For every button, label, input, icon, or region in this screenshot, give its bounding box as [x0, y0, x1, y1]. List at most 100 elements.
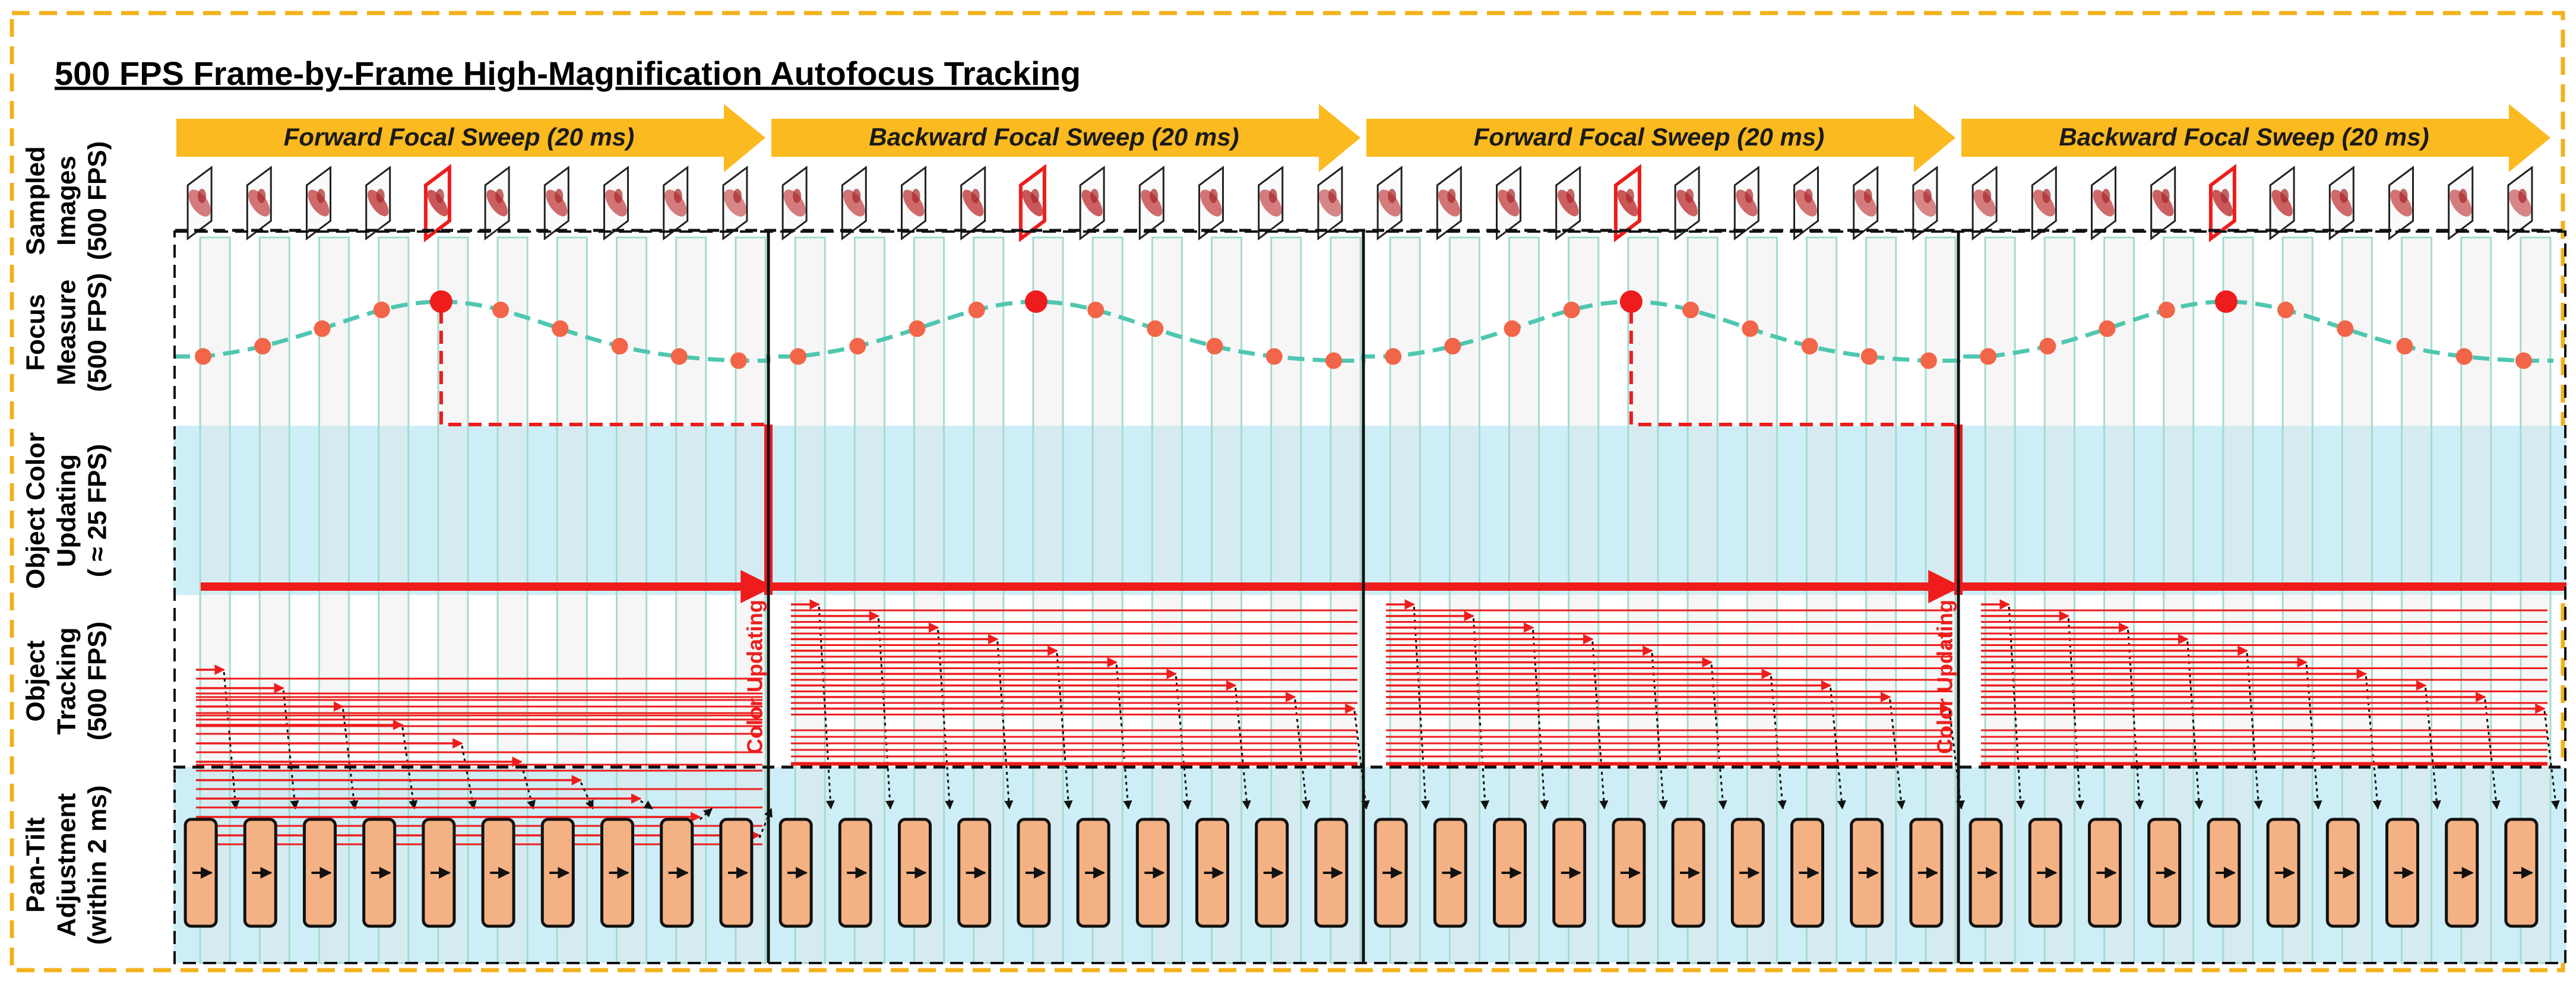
row-label-line: Adjustment [52, 793, 81, 937]
sampled-image [1436, 166, 1462, 240]
sampled-image [841, 166, 867, 240]
specimen-mark [427, 189, 448, 217]
sampled-image [1376, 166, 1403, 240]
row-label-focus: Focus Measure (500 FPS) [21, 273, 112, 392]
sampled-image [2150, 166, 2176, 240]
focus-point [552, 320, 569, 337]
focus-point [2099, 320, 2116, 337]
pan-tilt-box [243, 818, 277, 928]
specimen-mark [903, 189, 925, 217]
specimen-mark [2212, 189, 2233, 217]
row-label-color: Object Color Updating( ≈ 25 FPS) [21, 432, 112, 589]
focus-point [611, 338, 628, 355]
pan-tilt-box [898, 818, 932, 928]
row-label-line: Object [21, 640, 50, 721]
pan-tilt-box [362, 818, 397, 928]
tracking-to-pantilt [2186, 641, 2204, 810]
row-label-line: Tracking [52, 628, 81, 735]
pan-tilt-box [1612, 818, 1646, 928]
row-label-line: (500 FPS) [83, 273, 112, 392]
specimen-mark [188, 189, 211, 217]
specimen-mark [1378, 189, 1401, 217]
focus-point [492, 302, 509, 319]
focus-point [1444, 338, 1461, 355]
tracking-to-pantilt [580, 782, 594, 810]
specimen-mark [962, 189, 984, 217]
sampled-image [1317, 166, 1343, 240]
pan-tilt-box [1135, 818, 1170, 928]
sampled-image [306, 166, 331, 240]
specimen-mark [2093, 189, 2115, 217]
sampled-image-peak [1613, 164, 1641, 242]
focus-point [2158, 302, 2175, 319]
pan-tilt-box [957, 818, 992, 928]
specimen-mark [1617, 189, 1638, 217]
specimen-mark [1676, 189, 1698, 217]
pan-tilt-box [1730, 818, 1765, 928]
sweep-label: Forward Focal Sweep (20 ms) [1474, 123, 1825, 151]
pan-tilt-box [1671, 818, 1705, 928]
row-label-line: (500 FPS) [83, 622, 112, 741]
sweep-arrow-1: Forward Focal Sweep (20 ms) [176, 104, 765, 172]
row-labels: Sampled Images (500 FPS) Focus Measure (500 F… [21, 141, 112, 945]
pan-tilt-box [600, 818, 634, 928]
sampled-image [2269, 166, 2295, 240]
focus-point-peak [1024, 290, 1048, 313]
color-updating-label: Color Updating [1933, 600, 1957, 754]
pan-tilt-box [1374, 818, 1408, 928]
row-label-line: Images [52, 156, 81, 246]
specimen-mark [2271, 189, 2293, 217]
row-label-pantilt: Pan-Tilt Adjustment (within 2 ms) [21, 786, 112, 945]
sampled-image [901, 166, 926, 240]
specimen-mark [1022, 189, 1043, 217]
focus-point [670, 348, 688, 365]
sampled-image [2328, 166, 2355, 240]
pan-tilt-boxes [173, 765, 2566, 928]
specimen-mark [1973, 189, 1996, 217]
focus-point [1206, 338, 1223, 355]
diagram-title: 500 FPS Frame-by-Frame High-Magnificatio… [55, 55, 1081, 92]
focus-point [2039, 338, 2056, 355]
specimen-mark [783, 189, 806, 217]
pan-tilt-box [2266, 818, 2300, 928]
object-tracking-lines [196, 599, 2560, 845]
sweep-arrow-shape [771, 104, 1360, 172]
tracking-to-pantilt [640, 800, 653, 810]
pan-tilt-box [1969, 818, 2003, 928]
sweep-arrow-shape [1366, 104, 1955, 172]
pan-tilt-box [2504, 818, 2539, 928]
specimen-mark [2331, 189, 2353, 217]
pan-tilt-box [2385, 818, 2419, 928]
sampled-image [603, 166, 629, 240]
row-label-images: Sampled Images (500 FPS) [21, 141, 112, 261]
specimen-mark [2390, 189, 2412, 217]
focus-point [2396, 338, 2413, 355]
pan-tilt-box [719, 818, 754, 928]
pan-tilt-box [2088, 818, 2122, 928]
specimen-mark [843, 189, 865, 217]
pan-tilt-box [1433, 818, 1467, 928]
row-label-line: Object Color [21, 432, 50, 589]
pan-tilt-box [660, 818, 694, 928]
content-frame [173, 230, 2566, 964]
pan-tilt-box [481, 818, 515, 928]
tracking-to-pantilt [2008, 606, 2025, 810]
focus-point [1980, 348, 1997, 365]
sweep-label: Forward Focal Sweep (20 ms) [284, 123, 635, 151]
sweep-arrows: Forward Focal Sweep (20 ms) Backward Foca… [176, 104, 2550, 172]
pan-tilt-box [303, 818, 337, 928]
row-label-line: Updating [52, 454, 81, 568]
specimen-mark [1913, 189, 1936, 217]
tracking-to-pantilt [1591, 641, 1609, 810]
color-updating-label: Color Updating [743, 600, 767, 754]
pan-tilt-box [1195, 818, 1229, 928]
sampled-image [1971, 166, 1998, 240]
pan-tilt-box [2445, 818, 2479, 928]
pan-tilt-box [2325, 818, 2360, 928]
focus-point [314, 320, 331, 337]
sampled-image-peak [2208, 164, 2236, 242]
focus-point [790, 348, 807, 365]
specimen-mark [2152, 189, 2174, 217]
focus-point [2277, 302, 2295, 319]
